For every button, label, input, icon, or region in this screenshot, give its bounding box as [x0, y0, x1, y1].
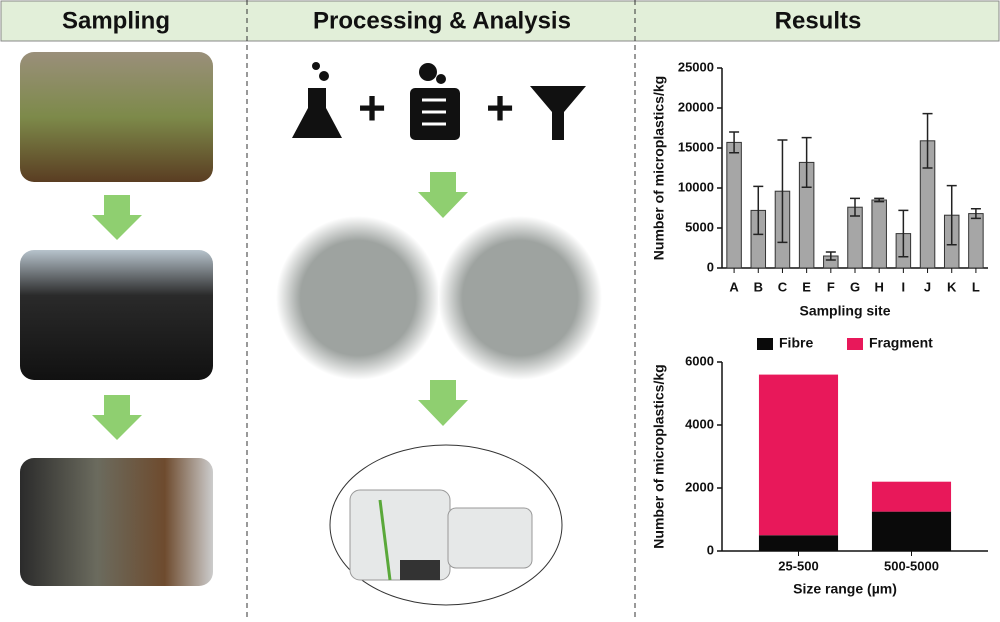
y-tick-label: 0: [707, 542, 714, 557]
legend-label: Fragment: [869, 335, 933, 351]
legend-label: Fibre: [779, 335, 813, 351]
bar: [871, 199, 887, 269]
y-tick-label: 2000: [685, 479, 714, 494]
bar: [968, 213, 984, 269]
error-bar: [801, 136, 812, 188]
photo-compost-pile: [20, 52, 213, 182]
error-bar: [753, 185, 764, 236]
x-tick-label: J: [924, 279, 931, 294]
bar-segment: [871, 481, 952, 512]
error-bar: [898, 209, 909, 258]
error-bar: [825, 251, 836, 261]
header: Sampling: [62, 7, 170, 34]
arrow: [418, 380, 468, 426]
y-axis-label: Number of microplastics/kg: [651, 364, 667, 548]
error-bar: [874, 197, 885, 203]
x-tick-label: C: [778, 279, 788, 294]
filter-image: [276, 216, 440, 380]
y-axis-label: Number of microplastics/kg: [651, 76, 667, 260]
error-bar: [970, 208, 981, 220]
arrow: [418, 172, 468, 218]
x-tick-label: K: [947, 279, 957, 294]
error-bar: [729, 131, 740, 154]
header-band: [0, 0, 1000, 42]
funnel-icon: [530, 86, 586, 140]
photo-compost-sample: [20, 250, 213, 380]
error-bar: [777, 139, 788, 244]
bar: [726, 141, 742, 269]
legend-swatch: [757, 338, 773, 350]
plus: +: [358, 83, 386, 136]
y-tick-label: 4000: [685, 416, 714, 431]
arrow: [92, 195, 142, 240]
arrow: [92, 395, 142, 440]
x-tick-label: B: [754, 279, 763, 294]
x-tick-label: G: [850, 279, 860, 294]
bar-segment: [758, 374, 839, 536]
error-bar: [850, 197, 860, 217]
y-tick-label: 20000: [678, 99, 714, 114]
y-tick-label: 5000: [685, 219, 714, 234]
y-tick-label: 6000: [685, 353, 714, 368]
x-tick-label: 500-5000: [884, 558, 939, 573]
bar-segment: [758, 535, 839, 551]
error-bar: [946, 184, 957, 246]
beaker-icon: [410, 63, 460, 140]
x-tick-label: A: [729, 279, 739, 294]
x-tick-label: E: [802, 279, 811, 294]
x-tick-label: F: [827, 279, 835, 294]
x-tick-label: 25-500: [778, 558, 818, 573]
error-bar: [922, 112, 933, 169]
y-tick-label: 15000: [678, 139, 714, 154]
filter-image: [438, 216, 602, 380]
y-tick-label: 0: [707, 259, 714, 274]
x-tick-label: I: [902, 279, 906, 294]
ftir-instrument: [349, 489, 533, 581]
bar-segment: [871, 511, 952, 551]
x-axis-label: Size range (µm): [793, 581, 897, 597]
flask-icon: [292, 62, 342, 138]
plus: +: [486, 83, 514, 136]
y-tick-label: 10000: [678, 179, 714, 194]
header: Results: [775, 7, 862, 34]
x-tick-label: L: [972, 279, 980, 294]
y-tick-label: 25000: [678, 59, 714, 74]
photo-jars: [20, 458, 213, 586]
header: Processing & Analysis: [313, 7, 571, 34]
x-tick-label: H: [874, 279, 883, 294]
x-axis-label: Sampling site: [799, 303, 890, 319]
legend-swatch: [847, 338, 863, 350]
